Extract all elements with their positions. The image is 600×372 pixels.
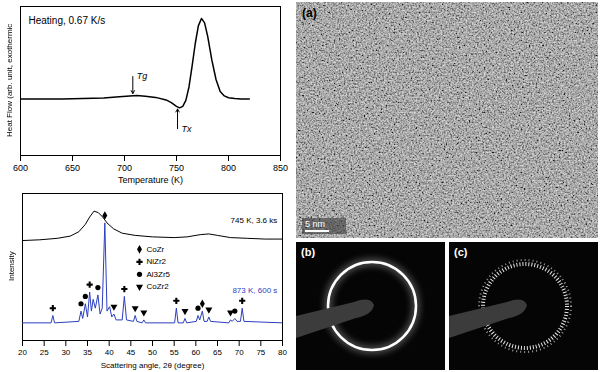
svg-text:Tg: Tg [137,71,148,81]
svg-text:65: 65 [213,348,222,357]
svg-text:Temperature (K): Temperature (K) [118,175,183,185]
svg-text:(c): (c) [454,246,468,258]
svg-text:745 K, 3.6 ks: 745 K, 3.6 ks [231,216,278,225]
svg-text:70: 70 [235,348,244,357]
svg-text:650: 650 [65,163,80,173]
svg-text:20: 20 [18,348,27,357]
svg-text:600: 600 [13,163,28,173]
svg-text:Al3Zr5: Al3Zr5 [147,270,171,279]
svg-text:30: 30 [61,348,70,357]
svg-text:Scattering angle, 2θ (degree): Scattering angle, 2θ (degree) [101,361,205,370]
svg-text:(a): (a) [302,6,317,20]
svg-text:45: 45 [126,348,135,357]
svg-text:50: 50 [148,348,157,357]
svg-text:75: 75 [256,348,265,357]
svg-text:700: 700 [117,163,132,173]
svg-text:5 nm: 5 nm [305,219,325,229]
svg-text:800: 800 [221,163,236,173]
svg-text:873 K, 600 s: 873 K, 600 s [232,286,277,295]
svg-text:(b): (b) [301,246,315,258]
html-text:Intensity: Intensity [6,251,16,282]
svg-text:40: 40 [105,348,114,357]
svg-text:35: 35 [83,348,92,357]
svg-text:Tx: Tx [182,124,192,134]
svg-text:80: 80 [278,348,287,357]
svg-text:25: 25 [40,348,49,357]
svg-text:CoZr: CoZr [147,245,165,254]
html-text:Heat Flow (arb. unit, exotherm: Heat Flow (arb. unit, exothermic [4,23,14,138]
svg-text:60: 60 [191,348,200,357]
svg-text:NiZr2: NiZr2 [147,257,167,266]
svg-text:55: 55 [170,348,179,357]
svg-text:CoZr2: CoZr2 [147,282,170,291]
svg-text:850: 850 [273,163,288,173]
svg-text:750: 750 [169,163,184,173]
svg-text:Heating, 0.67 K/s: Heating, 0.67 K/s [29,15,106,26]
